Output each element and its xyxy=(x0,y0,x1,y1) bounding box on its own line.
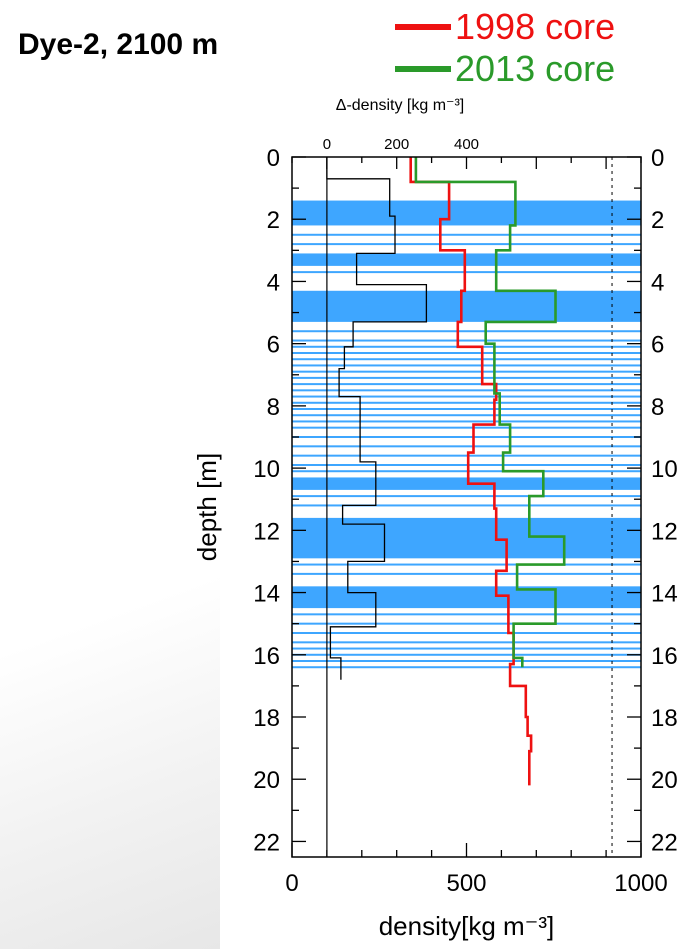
ice-layer-line xyxy=(292,436,641,438)
ice-layer-line xyxy=(292,401,641,404)
y-tick-label-right: 18 xyxy=(651,705,678,732)
ice-layer-line xyxy=(292,426,641,429)
y-tick-label-right: 12 xyxy=(651,518,678,545)
y-tick-label: 4 xyxy=(267,269,280,296)
y-tick-label: 22 xyxy=(253,829,280,856)
ice-layer-line xyxy=(292,414,641,417)
ice-layer-line xyxy=(292,613,641,616)
series-2013-line xyxy=(414,157,566,668)
y-tick-label-right: 10 xyxy=(651,456,678,483)
ice-layer-line xyxy=(292,653,641,656)
y-tick-label: 2 xyxy=(267,207,280,234)
x2-tick-label: 200 xyxy=(384,136,409,153)
y-tick-label-right: 0 xyxy=(651,145,664,172)
legend-item-2013: 2013 core xyxy=(395,48,615,90)
y-axis-label: depth [m] xyxy=(192,453,222,561)
chart-title: Dye-2, 2100 m xyxy=(18,28,219,61)
y-tick-label: 18 xyxy=(253,705,280,732)
legend-label-1998: 1998 core xyxy=(455,6,616,47)
y-tick-label: 10 xyxy=(253,456,280,483)
ice-layer-band xyxy=(292,586,641,609)
y-tick-label-right: 16 xyxy=(651,643,678,670)
ice-layer-band xyxy=(292,200,641,226)
ice-layer-line xyxy=(292,495,641,498)
y-tick-label-right: 2 xyxy=(651,207,664,234)
x-axis-label: density[kg m⁻³] xyxy=(379,911,555,941)
ice-layer-band xyxy=(292,477,641,490)
y-tick-label: 6 xyxy=(267,332,280,359)
legend-swatch-2013 xyxy=(395,66,451,72)
ice-layer-line xyxy=(292,352,641,354)
y-tick-label: 20 xyxy=(253,767,280,794)
ice-layer-line xyxy=(292,647,641,650)
y-tick-label-right: 6 xyxy=(651,332,664,359)
x2-axis-label: Δ-density [kg m⁻³] xyxy=(336,97,465,114)
ice-layer-band xyxy=(292,290,641,322)
ice-layer-line xyxy=(292,370,641,373)
x-tick-label: 500 xyxy=(446,870,486,897)
ice-layer-line xyxy=(292,454,641,457)
ice-layer-line xyxy=(292,339,641,342)
legend-label-2013: 2013 core xyxy=(455,48,616,89)
y-tick-label-right: 8 xyxy=(651,394,664,421)
y-tick-label: 14 xyxy=(253,581,280,608)
ice-layer-line xyxy=(292,233,641,236)
x-tick-label: 1000 xyxy=(614,870,667,897)
ice-layer-line xyxy=(292,395,641,398)
ice-layer-line xyxy=(292,408,641,410)
x2-tick-label: 0 xyxy=(323,136,331,153)
y-tick-label: 16 xyxy=(253,643,280,670)
y-tick-label: 0 xyxy=(267,145,280,172)
ice-layer-line xyxy=(292,622,641,625)
ice-layer-line xyxy=(292,470,641,473)
y-tick-label-right: 4 xyxy=(651,269,664,296)
legend-item-1998: 1998 core xyxy=(395,6,615,48)
ice-layer-line xyxy=(292,504,641,507)
y-tick-label-right: 14 xyxy=(651,581,678,608)
y-tick-label: 12 xyxy=(253,518,280,545)
ice-layer-line xyxy=(292,445,641,448)
ice-layer-line xyxy=(292,376,641,379)
y-tick-label: 8 xyxy=(267,394,280,421)
ice-layer-band xyxy=(292,253,641,266)
ice-layer-line xyxy=(292,243,641,246)
ice-layer-line xyxy=(292,364,641,367)
ice-layer-line xyxy=(292,660,641,662)
delta-density-line xyxy=(326,157,428,680)
ice-layer-line xyxy=(292,271,641,274)
ice-layer-line xyxy=(292,389,641,392)
ice-layer-line xyxy=(292,632,641,634)
ice-layer-line xyxy=(292,464,641,466)
ice-layer-line xyxy=(292,383,641,386)
x2-tick-label: 400 xyxy=(454,136,479,153)
x-tick-label: 0 xyxy=(285,870,298,897)
legend-swatch-1998 xyxy=(395,24,451,30)
legend: 1998 core 2013 core xyxy=(395,6,615,90)
ice-layer-line xyxy=(292,563,641,566)
ice-layer-line xyxy=(292,666,641,669)
y-tick-label-right: 22 xyxy=(651,829,678,856)
ice-layer-line xyxy=(292,330,641,333)
series-1998-line xyxy=(409,157,533,786)
y-tick-label-right: 20 xyxy=(651,767,678,794)
ice-layer-line xyxy=(292,641,641,644)
ice-layer-line xyxy=(292,358,641,361)
ice-layer-line xyxy=(292,420,641,423)
ice-layer-line xyxy=(292,572,641,575)
